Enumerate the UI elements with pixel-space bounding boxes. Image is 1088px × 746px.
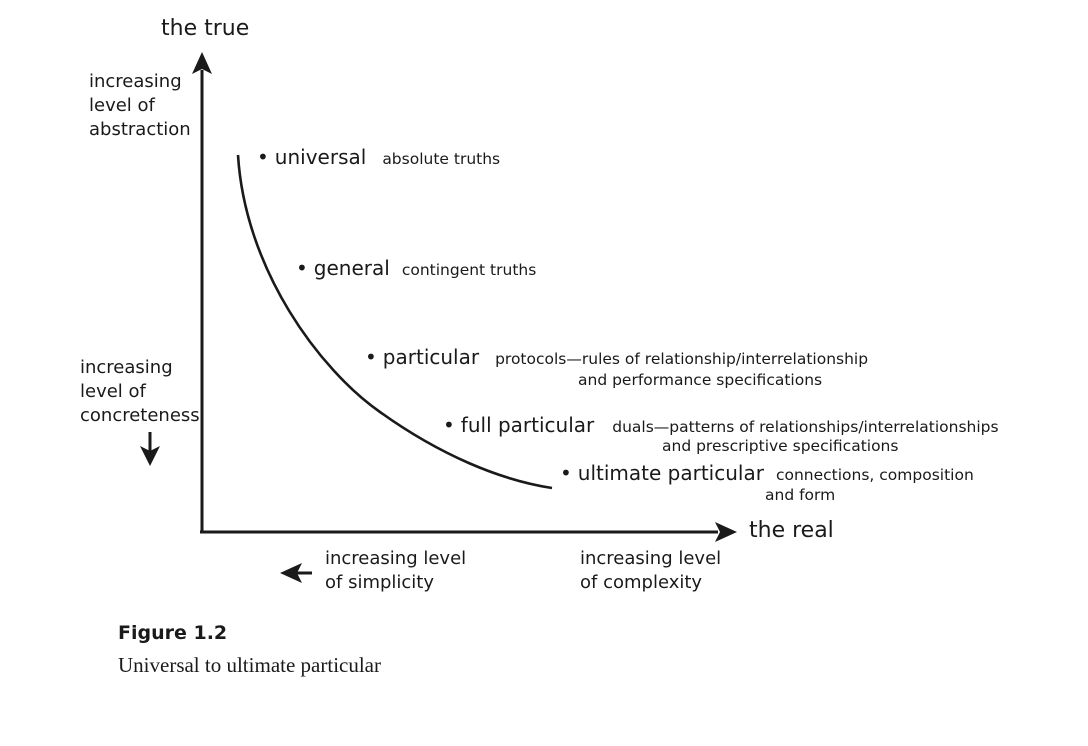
- simplicity-note-line: increasing level: [325, 548, 467, 569]
- bullet-icon: •: [443, 413, 455, 437]
- level-description-continuation: and performance specifications: [578, 371, 823, 389]
- level-description: connections, composition: [775, 466, 974, 484]
- complexity-note-line: increasing level: [580, 548, 722, 569]
- level-ultimate-particular: • ultimate particular connections, compo…: [560, 461, 974, 486]
- y-axis-arrowhead: [192, 52, 212, 74]
- concreteness-note-line: concreteness: [80, 405, 200, 426]
- level-description: absolute truths: [382, 150, 501, 168]
- level-full-particular: • full particular duals—patterns of rela…: [443, 413, 999, 438]
- level-description: duals—patterns of relationships/interrel…: [612, 418, 999, 436]
- bullet-icon: •: [560, 461, 572, 485]
- level-name: particular: [382, 345, 480, 369]
- concreteness-note: increasing level of concreteness: [80, 356, 200, 428]
- bullet-icon: •: [365, 345, 377, 369]
- complexity-note: increasing level of complexity: [580, 547, 721, 595]
- bullet-icon: •: [257, 145, 269, 169]
- level-name: universal: [274, 145, 367, 169]
- abstraction-note: increasing level of abstraction: [89, 70, 191, 142]
- x-axis-title: the real: [749, 518, 834, 543]
- bullet-icon: •: [296, 256, 308, 280]
- concreteness-note-line: level of: [80, 381, 146, 402]
- figure-label: Figure 1.2: [118, 622, 228, 644]
- complexity-note-line: of complexity: [580, 572, 703, 593]
- level-name: general: [313, 256, 390, 280]
- level-name: ultimate particular: [577, 461, 764, 485]
- simplicity-note-line: of simplicity: [325, 572, 435, 593]
- level-particular: • particular protocols—rules of relation…: [365, 345, 868, 370]
- abstraction-note-line: abstraction: [89, 119, 191, 140]
- level-universal: • universal absolute truths: [257, 145, 500, 170]
- y-axis-title: the true: [161, 16, 250, 41]
- simplicity-note: increasing level of simplicity: [325, 547, 466, 595]
- concreteness-arrowhead: [140, 446, 160, 466]
- concreteness-note-line: increasing: [80, 357, 173, 378]
- figure-caption: Universal to ultimate particular: [118, 653, 381, 677]
- abstraction-curve: [236, 154, 553, 490]
- level-description: contingent truths: [401, 261, 537, 279]
- level-name: full particular: [460, 413, 595, 437]
- level-description-continuation: and prescriptive specifications: [662, 437, 899, 455]
- level-general: • general contingent truths: [296, 256, 536, 281]
- x-axis-arrowhead: [715, 522, 737, 542]
- abstraction-note-line: increasing: [89, 71, 182, 92]
- level-description-continuation: and form: [765, 486, 836, 504]
- simplicity-arrowhead: [280, 563, 302, 583]
- level-description: protocols—rules of relationship/interrel…: [495, 350, 869, 368]
- abstraction-note-line: level of: [89, 95, 155, 116]
